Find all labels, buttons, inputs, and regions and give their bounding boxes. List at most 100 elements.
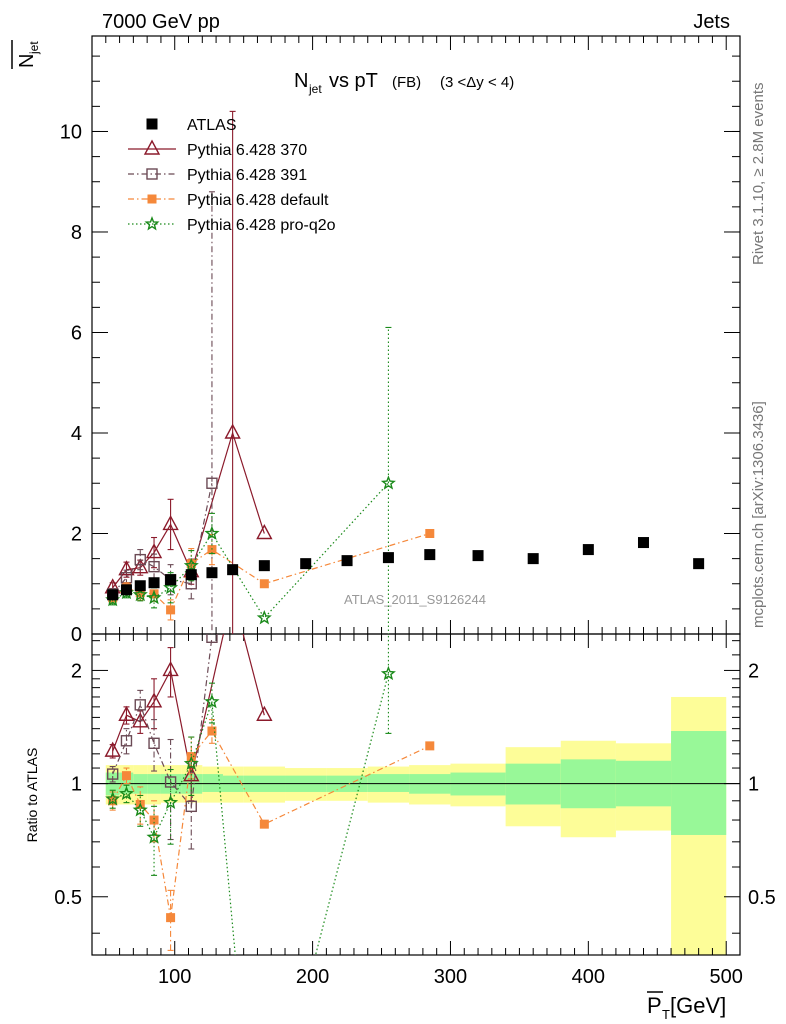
main-point-atlas	[693, 558, 705, 570]
ratio-y-tick-label: 1	[71, 774, 82, 796]
xlabel-sub: T	[662, 1007, 670, 1022]
legend-label-pq2o: Pythia 6.428 pro-q2o	[187, 217, 336, 234]
x-axis-label: P T [GeV]	[647, 991, 726, 1022]
xlabel-unit: [GeV]	[670, 993, 726, 1018]
plot-title-sub: jet	[308, 82, 322, 96]
ratio-series-line-p370	[112, 634, 265, 776]
main-point-p370	[145, 543, 163, 559]
process-label: Jets	[693, 11, 730, 33]
rivet-label: Rivet 3.1.10, ≥ 2.8M events	[750, 83, 767, 266]
axis-frame	[91, 633, 741, 956]
main-point-atlas	[258, 560, 270, 572]
y-tick-label: 2	[71, 523, 82, 545]
main-ylabel: N jet	[11, 40, 41, 69]
main-series-line-p370	[112, 430, 265, 589]
main-point-atlas	[341, 555, 353, 567]
ratio-point-p370	[162, 660, 179, 677]
collision-energy-label: 7000 GeV pp	[102, 11, 220, 33]
plot-title: N jet vs pT (FB) (3 <Δy < 4)	[294, 70, 514, 96]
main-point-pdefault	[425, 528, 435, 538]
main-point-pq2o	[256, 610, 272, 625]
main-point-atlas	[134, 580, 146, 592]
y-tick-label: 4	[71, 423, 82, 445]
x-tick-label: 100	[158, 966, 191, 988]
plot-title-vs: vs pT	[329, 70, 378, 92]
ratio-uncertainty-bands	[92, 696, 740, 955]
main-point-atlas	[637, 537, 649, 549]
plot-title-fb: (FB)	[392, 74, 421, 91]
ratio-series-line-pq2o	[112, 673, 389, 955]
main-point-atlas	[300, 558, 312, 570]
ratio-point-pq2o	[118, 785, 135, 801]
ratio-point-p391	[106, 768, 119, 780]
main-point-p391	[206, 477, 218, 489]
main-point-pq2o	[380, 475, 396, 490]
ratio-ylabel: Ratio to ATLAS	[24, 748, 40, 843]
main-point-atlas	[206, 567, 218, 579]
main-point-atlas	[382, 552, 394, 564]
main-point-pq2o	[204, 525, 220, 540]
main-point-atlas	[185, 569, 197, 581]
main-ylabel-sub: jet	[27, 41, 41, 55]
main-point-atlas	[148, 577, 160, 589]
ratio-point-p391	[185, 800, 197, 813]
ratio-point-p391	[148, 737, 160, 749]
legend-marker-p370	[143, 139, 161, 155]
ratio-panel-axes: 100 200 300 400 500 0.5 0.5 1 1 2 2	[54, 633, 776, 988]
ratio-point-pq2o	[163, 794, 179, 810]
ratio-point-pdefault	[121, 771, 131, 781]
main-point-atlas	[165, 574, 177, 586]
main-point-pdefault	[166, 605, 176, 615]
legend: ATLAS Pythia 6.428 370 Pythia 6.428 391 Pyt…	[128, 117, 336, 234]
ratio-point-p370	[104, 741, 121, 757]
y-tick-label: 8	[71, 222, 82, 244]
ratio-point-p370	[132, 712, 149, 728]
ratio-point-pdefault	[207, 726, 217, 736]
legend-label-atlas: ATLAS	[187, 117, 237, 134]
main-point-atlas	[424, 549, 436, 561]
main-point-atlas	[582, 544, 594, 556]
legend-label-pdefault: Pythia 6.428 default	[187, 192, 329, 209]
y-tick-label: 10	[60, 121, 82, 143]
main-point-p370	[256, 524, 273, 540]
y-tick-label: 0	[71, 624, 82, 646]
ratio-point-pdefault	[425, 741, 435, 751]
ratio-band-inner	[671, 731, 727, 835]
ratio-point-pdefault	[149, 815, 159, 825]
legend-label-p391: Pythia 6.428 391	[187, 167, 307, 184]
main-point-p370	[118, 560, 135, 576]
main-ylabel-n: N	[16, 54, 38, 68]
main-point-p391	[134, 553, 146, 566]
main-point-atlas	[527, 553, 539, 565]
ratio-point-p391	[134, 699, 146, 711]
ratio-band-inner	[367, 774, 410, 792]
ratio-point-pq2o	[146, 829, 162, 844]
ratio-y-tick-label: 2	[71, 660, 82, 682]
legend-marker-atlas	[146, 118, 158, 130]
main-point-atlas	[107, 589, 119, 601]
legend-marker-pq2o	[144, 216, 160, 231]
main-series-line-p391	[112, 483, 213, 595]
ratio-y-tick-label-right: 1	[748, 774, 759, 796]
main-point-p370	[132, 558, 149, 574]
ratio-point-pdefault	[166, 913, 176, 923]
legend-marker-p391	[146, 168, 158, 180]
analysis-watermark: ATLAS_2011_S9126244	[344, 592, 486, 607]
ratio-point-p391	[206, 634, 218, 643]
mcplots-label: mcplots.cern.ch [arXiv:1306.3436]	[750, 401, 767, 628]
ratio-point-pq2o	[183, 755, 199, 771]
ratio-y-tick-label-right: 2	[748, 660, 759, 682]
y-tick-label: 6	[71, 322, 82, 344]
main-point-p370	[224, 423, 241, 439]
legend-marker-pdefault	[147, 194, 157, 204]
ratio-point-p370	[118, 705, 135, 721]
legend-label-p370: Pythia 6.428 370	[187, 142, 307, 159]
ratio-point-pq2o	[380, 665, 396, 681]
ratio-point-pq2o	[204, 693, 220, 709]
xlabel-p: P	[647, 993, 662, 1018]
main-panel-axes: 0 2 4 6 8 10	[60, 35, 741, 646]
main-point-p391	[148, 560, 160, 573]
main-point-pq2o	[146, 589, 162, 605]
ratio-point-p391	[120, 735, 133, 747]
